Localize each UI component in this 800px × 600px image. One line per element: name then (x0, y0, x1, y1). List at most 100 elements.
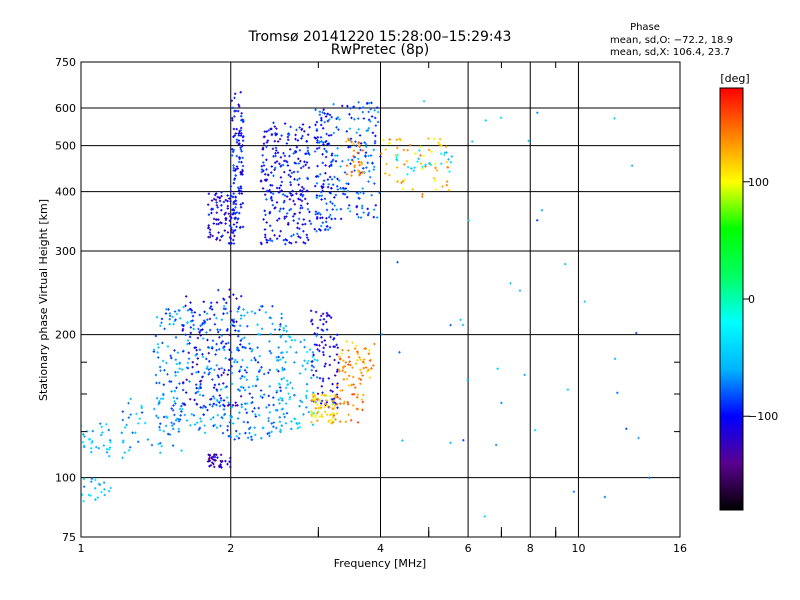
data-point (316, 216, 318, 219)
data-point (604, 495, 606, 499)
data-point (97, 496, 99, 499)
data-point (262, 161, 264, 164)
data-point (174, 371, 176, 374)
data-point (423, 154, 425, 158)
data-point (276, 368, 278, 371)
data-point (251, 396, 253, 399)
data-point (265, 311, 267, 314)
data-point (83, 499, 85, 503)
data-point (331, 178, 333, 181)
data-point (354, 169, 356, 172)
data-point (326, 314, 328, 318)
data-point (235, 199, 236, 202)
data-point (584, 300, 586, 303)
data-point (322, 323, 324, 326)
data-point (276, 389, 278, 392)
data-point (328, 420, 330, 423)
data-point (243, 346, 245, 349)
data-point (261, 165, 263, 168)
data-point (296, 422, 298, 426)
data-point (323, 353, 325, 357)
data-point (242, 358, 243, 362)
data-point (264, 135, 266, 138)
data-point (268, 129, 270, 132)
data-point (242, 139, 244, 142)
data-point (263, 164, 265, 167)
data-point (260, 180, 262, 183)
data-point (349, 210, 351, 213)
data-point (315, 310, 317, 314)
data-point (316, 411, 318, 415)
data-point (351, 140, 353, 144)
data-point (305, 163, 307, 167)
phase-stats-heading: Phase (630, 22, 660, 33)
data-point (232, 238, 234, 242)
data-point (339, 402, 341, 405)
data-point (287, 223, 289, 226)
data-point (396, 146, 398, 150)
data-point (212, 405, 213, 408)
data-point (218, 348, 220, 351)
data-point (156, 381, 157, 385)
data-point (354, 155, 356, 159)
data-point (242, 135, 244, 139)
data-point (232, 404, 234, 407)
data-point (280, 176, 282, 179)
data-point (302, 193, 304, 197)
data-point (165, 312, 167, 315)
data-point (372, 364, 374, 367)
data-point (212, 395, 214, 398)
data-point (329, 113, 331, 117)
data-point (216, 398, 218, 402)
data-point (193, 323, 195, 327)
data-point (281, 424, 283, 427)
y-tick-label: 600 (55, 102, 76, 115)
data-point (279, 190, 281, 193)
data-point (353, 143, 355, 146)
data-point (625, 427, 627, 430)
data-point (385, 148, 387, 151)
data-point (330, 335, 332, 339)
data-point (186, 419, 188, 422)
data-point (440, 144, 442, 148)
data-point (299, 177, 301, 180)
data-point (335, 193, 337, 197)
data-point (179, 361, 181, 365)
data-point (360, 148, 362, 152)
data-point (261, 327, 263, 330)
data-point (221, 416, 223, 419)
data-point (238, 156, 240, 159)
data-point (230, 416, 232, 420)
data-point (320, 136, 322, 139)
data-point (192, 319, 194, 322)
data-point (278, 355, 280, 359)
data-point (179, 309, 181, 312)
data-point (269, 411, 271, 414)
data-point (414, 152, 416, 155)
data-point (235, 202, 237, 206)
data-point (356, 213, 358, 216)
data-point (318, 211, 320, 215)
data-point (141, 406, 143, 410)
data-point (339, 358, 341, 361)
data-point (288, 335, 290, 338)
data-point (451, 155, 453, 158)
data-point (332, 208, 334, 211)
data-point (190, 301, 191, 304)
data-point (237, 167, 239, 170)
data-point (217, 195, 219, 199)
data-point (353, 160, 354, 163)
data-point (321, 415, 323, 418)
data-point (314, 399, 315, 402)
data-point (313, 400, 314, 403)
data-point (389, 138, 391, 141)
data-point (281, 134, 283, 137)
data-point (350, 107, 352, 110)
data-point (240, 377, 242, 380)
data-point (204, 424, 206, 427)
data-point (283, 376, 285, 380)
data-point (352, 154, 354, 158)
data-point (208, 465, 210, 468)
data-point (236, 127, 238, 131)
data-point (81, 425, 83, 427)
